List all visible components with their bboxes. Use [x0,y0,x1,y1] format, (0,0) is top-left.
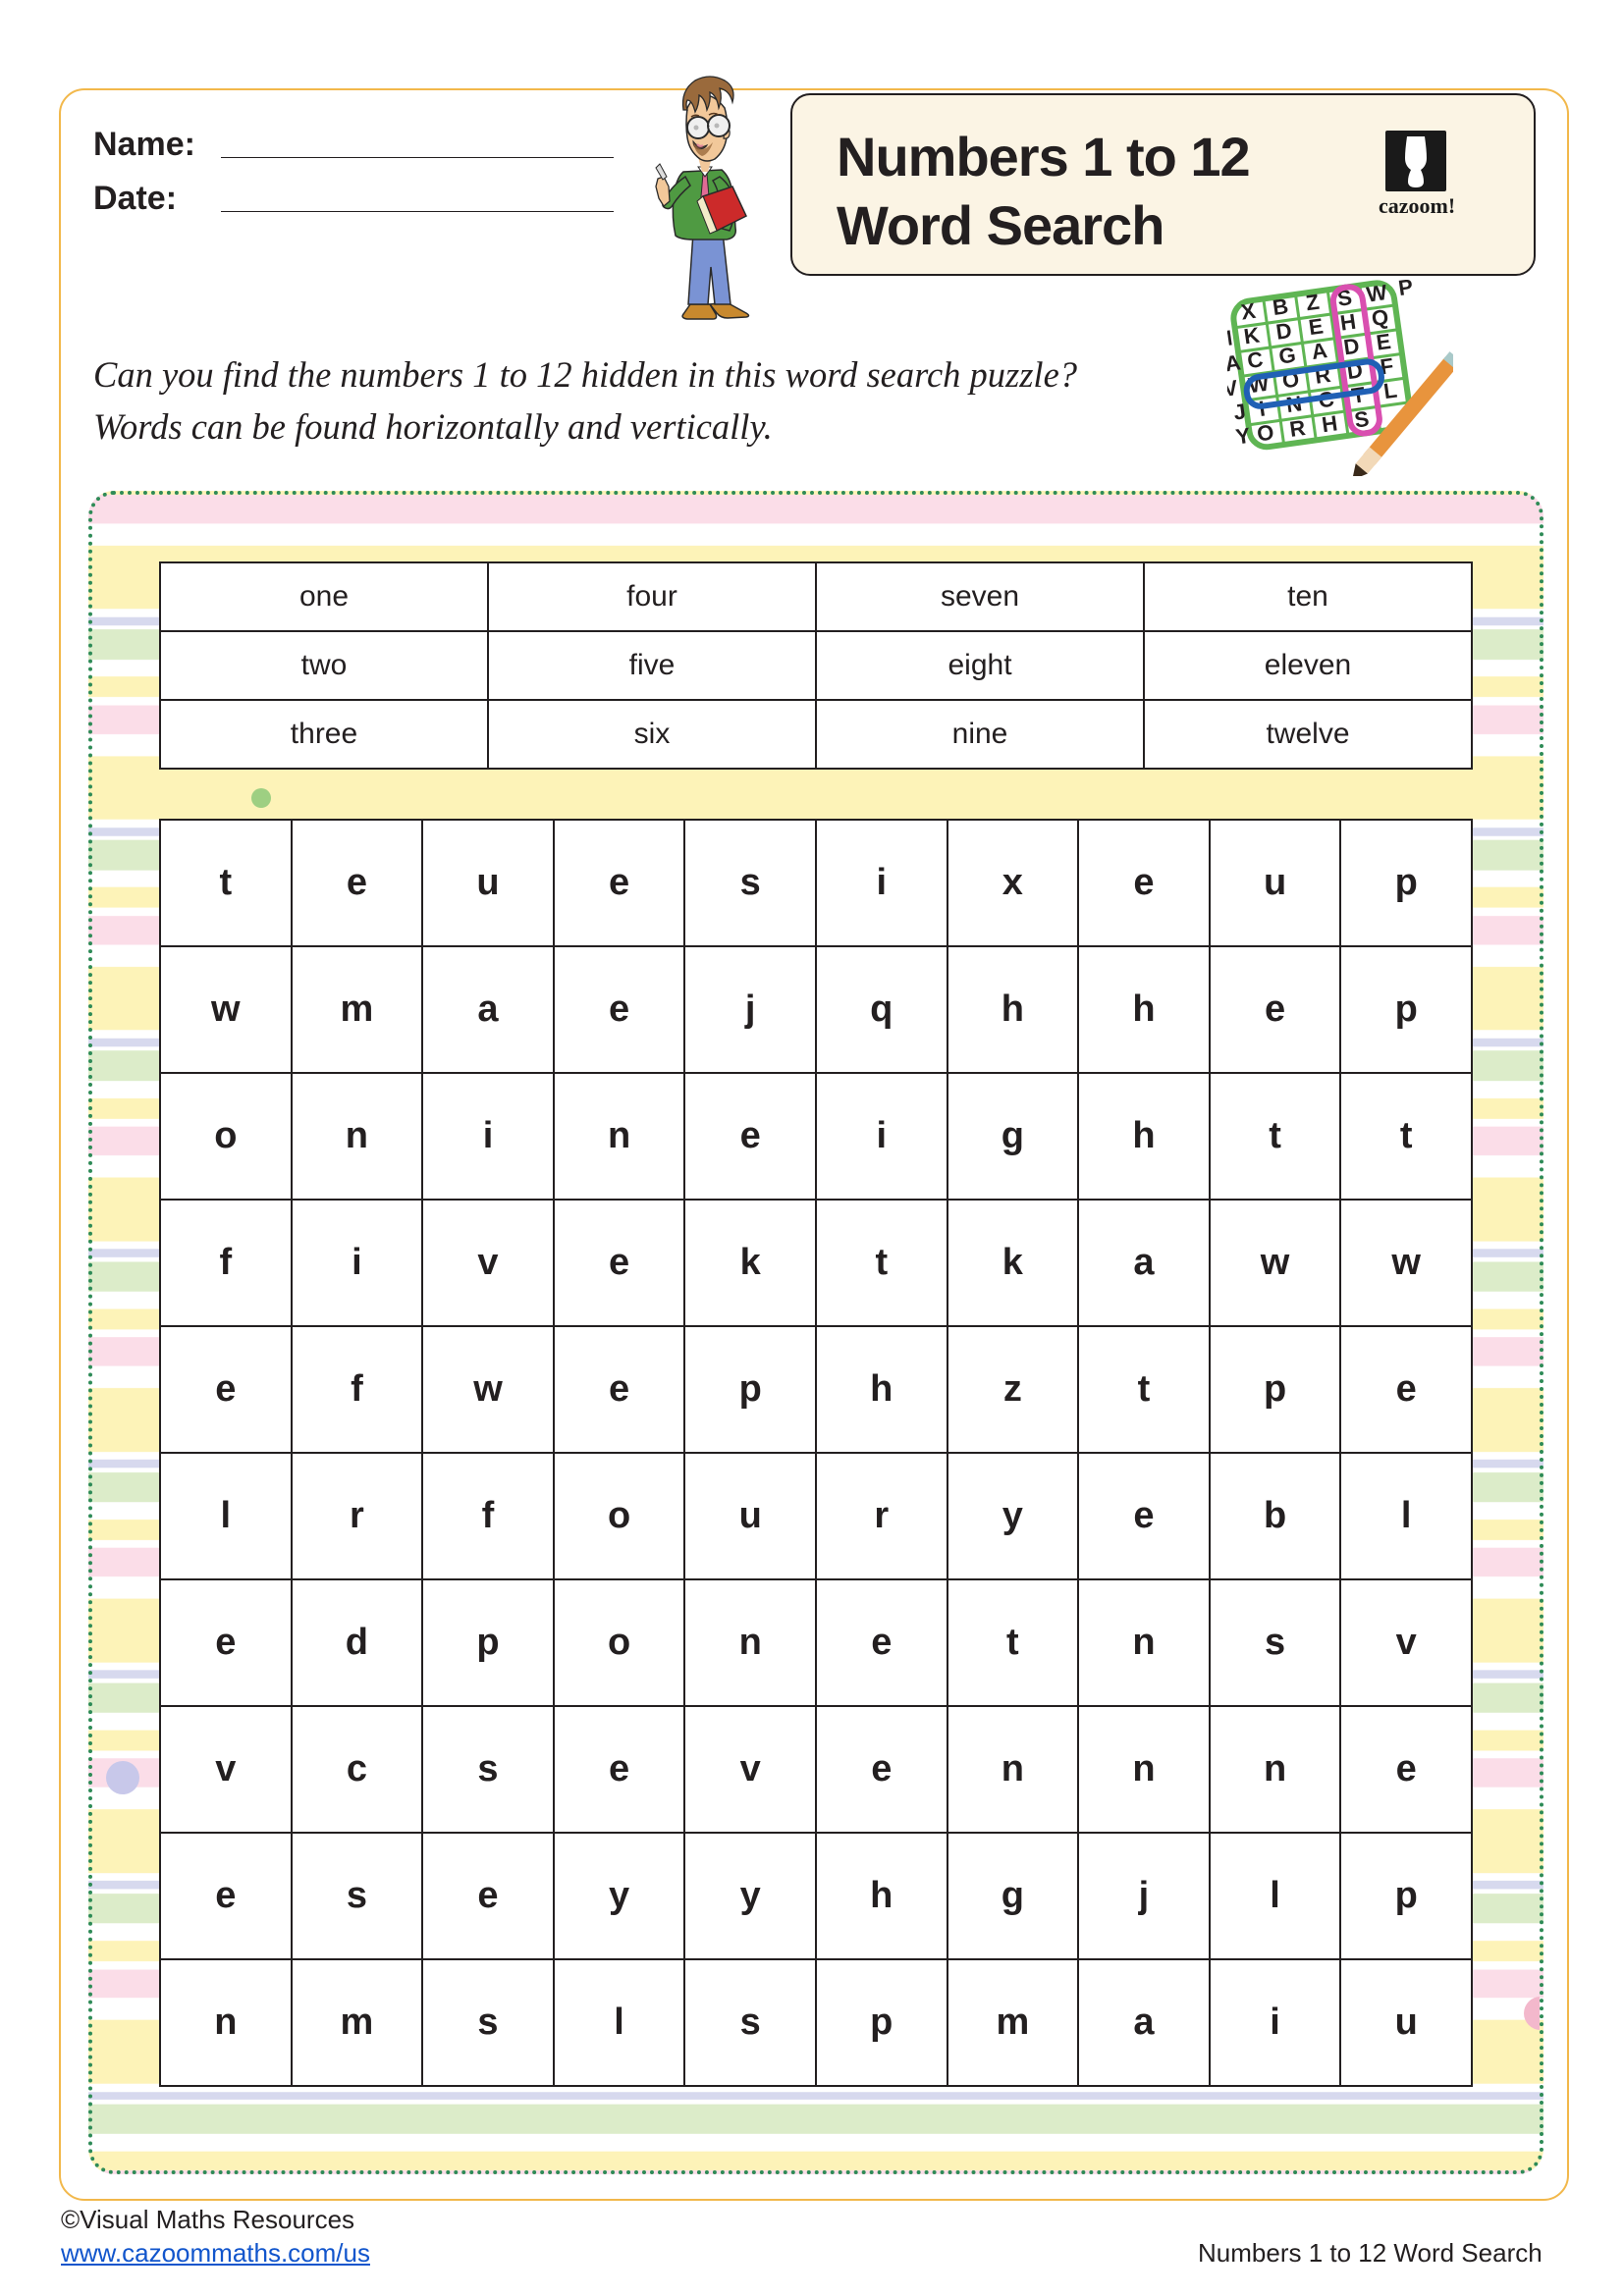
svg-text:P: P [1397,280,1415,300]
svg-text:Q: Q [1370,304,1389,331]
svg-text:O: O [1256,419,1275,446]
svg-text:G: G [1277,343,1297,369]
svg-text:W: W [1365,280,1388,307]
svg-text:V: V [1227,375,1239,401]
